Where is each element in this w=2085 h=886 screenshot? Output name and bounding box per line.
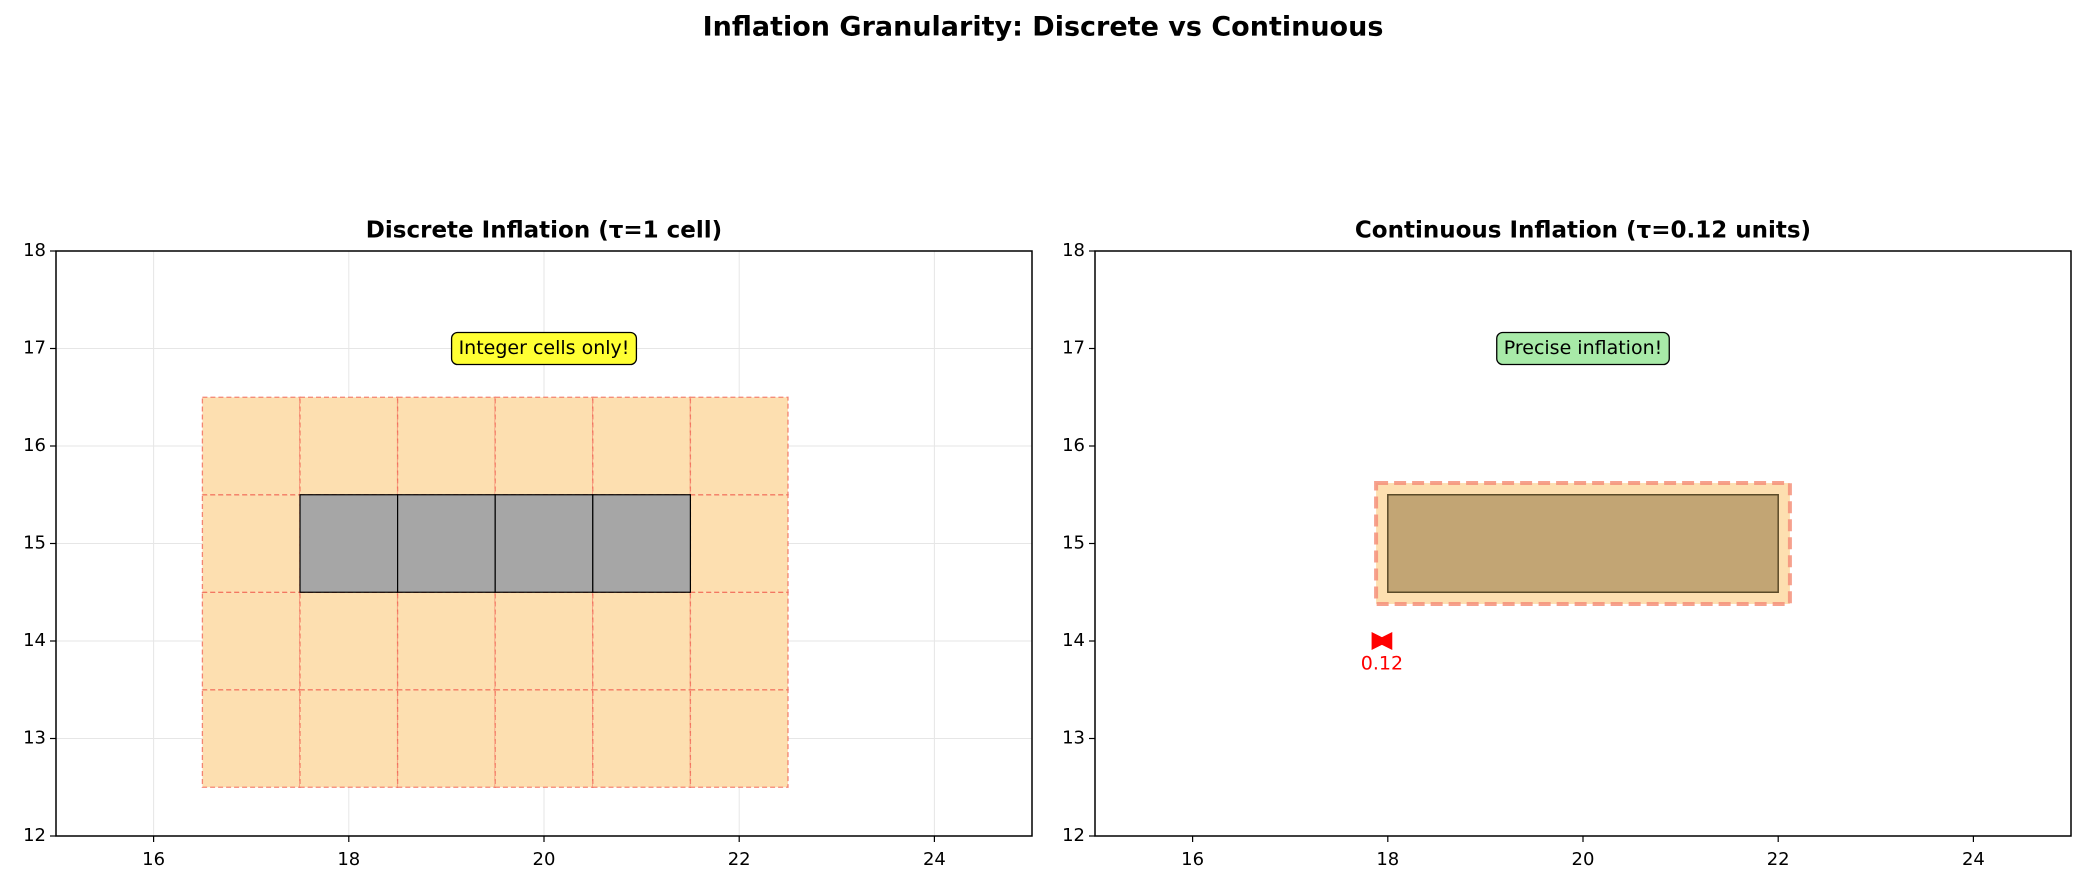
object-cell — [592, 494, 691, 593]
y-tick-label: 12 — [1062, 825, 1085, 846]
inflated-cell — [494, 591, 594, 691]
object-cell — [397, 494, 496, 593]
inflated-cell — [201, 396, 301, 496]
y-tick-label: 15 — [23, 533, 46, 554]
object-cell — [299, 494, 399, 593]
x-tick-label: 16 — [142, 849, 165, 870]
inflated-cell — [396, 396, 496, 496]
inflated-cell — [689, 591, 789, 691]
subplot-title: Continuous Inflation (τ=0.12 units) — [1355, 218, 1811, 244]
inflated-cell — [689, 396, 789, 496]
x-tick-label: 16 — [1181, 849, 1204, 870]
inflated-cell — [201, 494, 301, 593]
y-tick-label: 12 — [23, 825, 46, 846]
figure-title: Inflation Granularity: Discrete vs Conti… — [703, 12, 1384, 43]
x-tick-label: 20 — [1572, 849, 1595, 870]
x-tick-label: 22 — [1767, 849, 1790, 870]
y-tick-label: 16 — [23, 435, 46, 456]
y-tick-label: 13 — [23, 728, 46, 749]
x-tick-label: 22 — [728, 849, 751, 870]
annotation-box — [450, 331, 638, 366]
y-tick-label: 18 — [23, 240, 46, 261]
object-cell — [494, 494, 594, 593]
inflated-cell — [689, 689, 789, 788]
annotation-text: Precise inflation! — [1504, 337, 1663, 359]
inflated-cell — [299, 396, 399, 496]
axes-frame — [1094, 250, 2072, 837]
inflated-cell — [592, 591, 692, 691]
inflated-cell — [201, 591, 301, 691]
inflated-cell — [299, 689, 399, 788]
x-tick-label: 18 — [1376, 849, 1399, 870]
inflated-cell — [396, 591, 496, 691]
y-tick-label: 14 — [23, 630, 46, 651]
y-tick-label: 14 — [1062, 630, 1085, 651]
y-tick-label: 16 — [1062, 435, 1085, 456]
inflated-cell — [494, 689, 594, 788]
inflated-cell — [396, 689, 496, 788]
subplot-title: Discrete Inflation (τ=1 cell) — [366, 218, 722, 244]
y-tick-label: 15 — [1062, 533, 1085, 554]
x-tick-label: 24 — [923, 849, 946, 870]
inflated-cell — [689, 494, 789, 593]
x-tick-label: 18 — [337, 849, 360, 870]
inflated-cell — [592, 396, 692, 496]
annotation-text: Integer cells only! — [459, 337, 630, 359]
object-box — [1387, 494, 1779, 593]
axes-frame — [55, 250, 1033, 837]
inflated-cell — [299, 591, 399, 691]
inflated-cell — [592, 689, 692, 788]
inflated-cell — [494, 396, 594, 496]
y-tick-label: 17 — [1062, 338, 1085, 359]
x-tick-label: 24 — [1962, 849, 1985, 870]
x-tick-label: 20 — [533, 849, 556, 870]
inflated-cell — [201, 689, 301, 788]
annotation-box — [1496, 331, 1670, 366]
y-tick-label: 17 — [23, 338, 46, 359]
tau-label: 0.12 — [1361, 653, 1403, 675]
y-tick-label: 18 — [1062, 240, 1085, 261]
y-tick-label: 13 — [1062, 728, 1085, 749]
